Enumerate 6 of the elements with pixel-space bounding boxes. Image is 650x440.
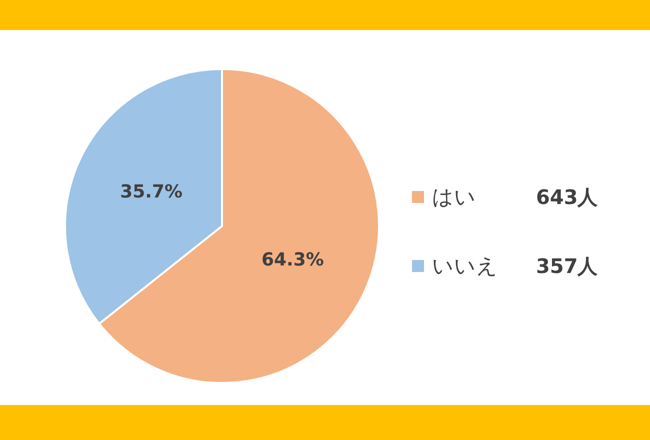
data-label: 35.7% — [120, 181, 183, 202]
text: 357人 — [536, 254, 599, 278]
text: 643人 — [536, 185, 599, 209]
legend-label: はい — [432, 185, 476, 209]
legend-label: いいえ — [432, 254, 498, 278]
data-label: 64.3% — [261, 250, 324, 271]
